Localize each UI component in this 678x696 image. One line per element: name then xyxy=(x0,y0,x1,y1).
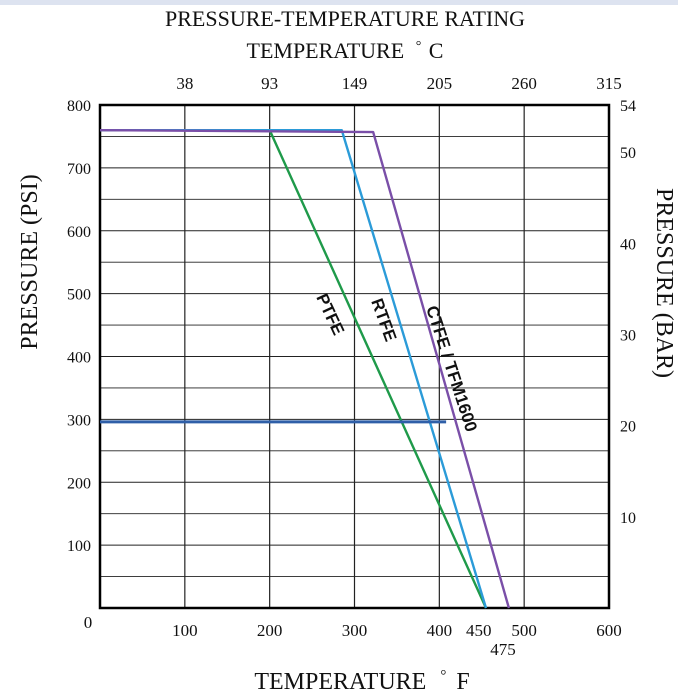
series-line-ptfe xyxy=(100,128,488,609)
right-tick-label: 10 xyxy=(620,510,636,527)
y-tick-label: 800 xyxy=(67,98,91,115)
top-tick-label: 205 xyxy=(427,74,453,93)
x-tick-label: 200 xyxy=(257,621,283,640)
right-tick-label: 40 xyxy=(620,236,636,253)
y-tick-label: 500 xyxy=(67,287,91,304)
x-tick-label: 100 xyxy=(172,621,198,640)
x-axis-title: TEMPERATURE ° F xyxy=(254,660,469,695)
y-axis-title-right: PRESSURE (BAR) xyxy=(651,188,677,378)
series-label-ctfe-tfm1600: CTFE / TFM1600 xyxy=(422,303,481,434)
x-tick-label: 300 xyxy=(342,621,368,640)
x-axis-unit: F xyxy=(456,669,469,695)
y-tick-label: 100 xyxy=(67,538,91,555)
right-tick-label: 54 xyxy=(620,98,636,115)
x-tick-label: 600 xyxy=(596,621,622,640)
right-tick-label: 20 xyxy=(620,419,636,436)
x-tick-label: 450 xyxy=(466,621,492,640)
y-tick-label: 400 xyxy=(67,350,91,367)
series-line-rtfe xyxy=(100,128,488,609)
top-tick-label: 149 xyxy=(342,74,368,93)
series-label-rtfe: RTFE xyxy=(367,296,400,344)
plot-frame xyxy=(98,103,611,610)
top-axis-degree: ° xyxy=(416,39,422,54)
series-line-ctfe-tfm1600 xyxy=(99,128,511,609)
x-tick-label: 500 xyxy=(511,621,537,640)
top-axis-title-text: TEMPERATURE xyxy=(247,38,405,63)
right-tick-label: 30 xyxy=(620,327,636,344)
y-tick-label: 200 xyxy=(67,475,91,492)
x-origin-label: 0 xyxy=(84,613,93,632)
y-tick-label: 300 xyxy=(67,412,91,429)
x-axis-degree: ° xyxy=(440,668,446,684)
top-tick-label: 260 xyxy=(511,74,537,93)
chart-title: PRESSURE-TEMPERATURE RATING xyxy=(165,6,525,31)
gridlines xyxy=(100,105,609,608)
y-tick-label: 700 xyxy=(67,161,91,178)
y-tick-label: 600 xyxy=(67,224,91,241)
x-axis-title-text: TEMPERATURE xyxy=(254,669,426,695)
top-axis-unit: C xyxy=(429,38,444,63)
x-tick-label: 400 xyxy=(427,621,453,640)
top-tick-label: 93 xyxy=(261,74,278,93)
top-axis-title: TEMPERATURE ° C xyxy=(247,30,444,63)
series-lines xyxy=(99,128,511,609)
x-tick-label: 475 xyxy=(490,640,516,659)
top-strip xyxy=(0,0,678,5)
right-tick-label: 50 xyxy=(620,145,636,162)
y-axis-title-left: PRESSURE (PSI) xyxy=(17,174,43,349)
top-tick-label: 38 xyxy=(176,74,193,93)
series-label-ptfe: PTFE xyxy=(312,291,348,338)
top-tick-label: 315 xyxy=(596,74,622,93)
